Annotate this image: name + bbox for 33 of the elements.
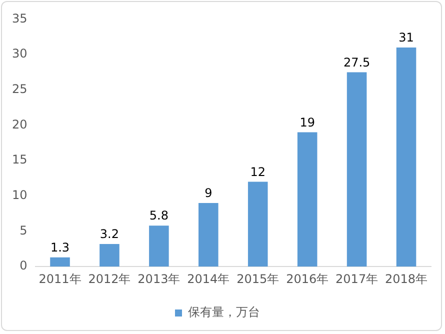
y-tick-label: 10	[12, 188, 28, 202]
data-label: 31	[398, 30, 414, 45]
y-tick-label: 25	[12, 82, 28, 96]
data-label: 5.8	[149, 208, 168, 223]
bar	[297, 132, 318, 267]
data-label: 12	[250, 164, 266, 179]
y-tick-label: 0	[20, 258, 28, 273]
y-tick-label: 30	[12, 46, 28, 61]
x-tick-label: 2014年	[187, 272, 230, 286]
y-tick-label: 35	[12, 11, 28, 26]
x-tick-label: 2012年	[88, 272, 131, 286]
x-tick-label: 2018年	[384, 272, 428, 286]
bar	[50, 257, 70, 267]
bar	[100, 244, 120, 267]
data-label: 1.3	[50, 240, 70, 255]
bar	[149, 226, 169, 267]
x-tick-label: 2017年	[336, 272, 378, 286]
x-tick-label: 2015年	[236, 272, 280, 286]
x-tick-label: 2011年	[38, 272, 82, 286]
x-tick-label: 2016年	[286, 272, 329, 286]
data-label: 9	[204, 186, 212, 200]
bar	[396, 47, 416, 267]
y-tick-label: 15	[12, 152, 28, 167]
bar	[346, 72, 367, 267]
bar	[248, 182, 268, 267]
legend-label: 保有量，万台	[188, 305, 260, 320]
data-label: 27.5	[343, 55, 370, 70]
data-label: 19	[300, 115, 315, 130]
data-label: 3.2	[100, 227, 120, 242]
y-tick-label: 20	[12, 117, 28, 132]
y-tick-label: 5	[20, 223, 28, 238]
bar	[198, 202, 218, 267]
x-tick-label: 2013年	[138, 272, 180, 286]
